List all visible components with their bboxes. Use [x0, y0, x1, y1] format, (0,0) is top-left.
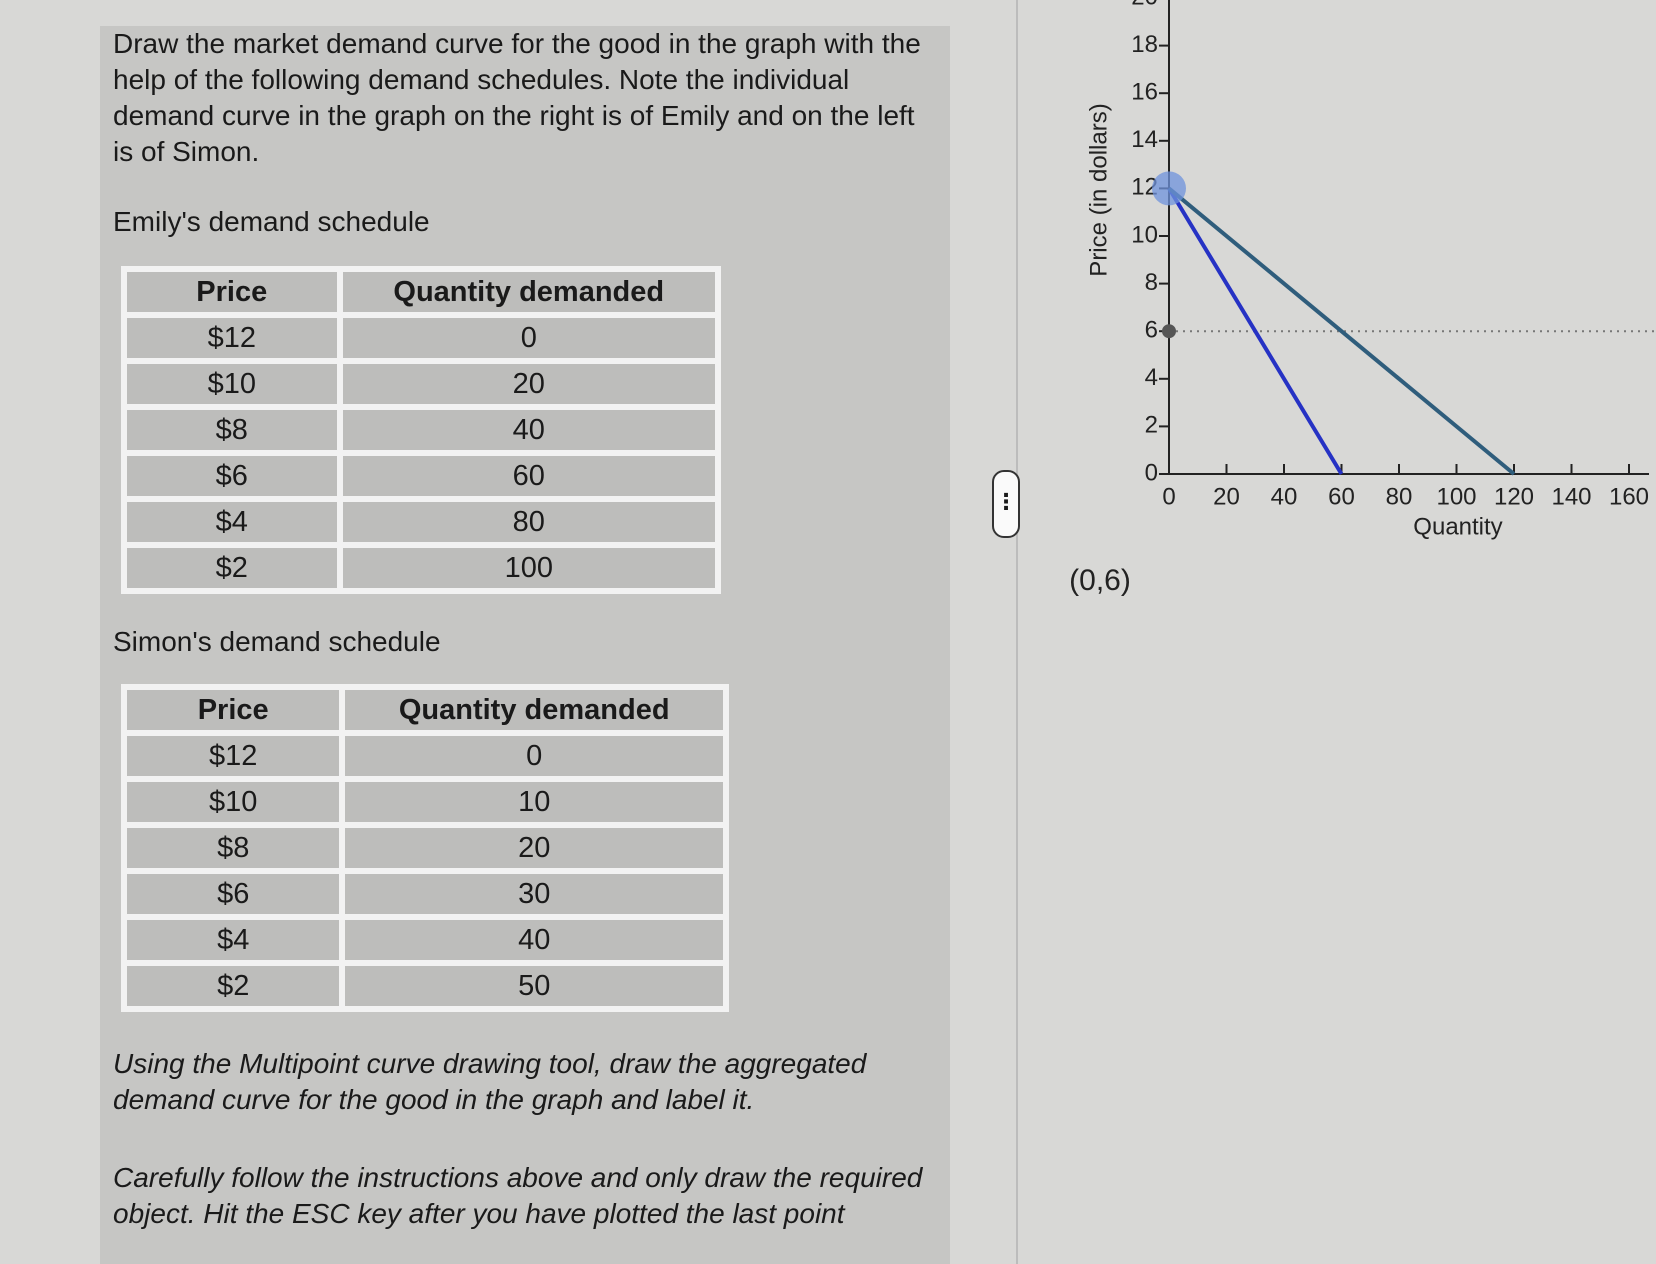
x-tick-label: 160: [1609, 483, 1649, 510]
demand-line: [1167, 187, 1344, 476]
instruction-text: Using the Multipoint curve drawing tool,…: [113, 1048, 867, 1115]
table-row: $10 20: [127, 364, 715, 404]
graph[interactable]: 02468101214161820020406080100120140160Qu…: [1020, 0, 1656, 620]
y-tick-label: 0: [1145, 459, 1158, 486]
question-panel: [100, 26, 950, 1264]
y-tick-label: 4: [1145, 364, 1158, 391]
table-cell: $12: [127, 318, 337, 358]
x-tick-label: 0: [1162, 483, 1175, 510]
simon-table: Price Quantity demanded $12 0 $10 10 $8 20 $6 30 $…: [121, 684, 729, 1012]
table-row: $6 60: [127, 456, 715, 496]
table-cell: $4: [127, 502, 337, 542]
table-cell: $2: [127, 548, 337, 588]
resize-handle[interactable]: ⋮: [992, 470, 1020, 538]
y-tick-label: 10: [1131, 221, 1158, 248]
emily-table: Price Quantity demanded $12 0 $10 20 $8 40 $6 60 $…: [121, 266, 721, 594]
table-cell: 60: [342, 456, 715, 496]
y-tick-label: 20: [1131, 0, 1158, 10]
table-row: $12 0: [127, 736, 723, 776]
table-cell: $6: [127, 456, 337, 496]
simon-heading: Simon's demand schedule: [113, 626, 441, 657]
table-cell: 40: [345, 920, 723, 960]
table-cell: 100: [342, 548, 715, 588]
table-cell: 40: [342, 410, 715, 450]
table-cell: 80: [342, 502, 715, 542]
y-tick-label: 16: [1131, 79, 1158, 106]
table-cell: $10: [127, 364, 337, 404]
table-cell: 50: [345, 966, 723, 1006]
table-row: $4 80: [127, 502, 715, 542]
table-cell: 30: [345, 874, 723, 914]
x-tick-label: 100: [1436, 483, 1476, 510]
table-cell: $8: [127, 828, 340, 868]
header-cell: Quantity demanded: [345, 690, 723, 730]
table-row: $8 20: [127, 828, 723, 868]
table-cell: 0: [345, 736, 723, 776]
table-cell: 0: [342, 318, 715, 358]
x-tick-label: 20: [1213, 483, 1240, 510]
table-cell: $10: [127, 782, 340, 822]
table-row: $10 10: [127, 782, 723, 822]
y-tick-label: 2: [1145, 412, 1158, 439]
table-cell: $2: [127, 966, 340, 1006]
table-row: $6 30: [127, 874, 723, 914]
table-row: $4 40: [127, 920, 723, 960]
header-cell: Price: [127, 690, 340, 730]
note-text: Carefully follow the instructions above …: [113, 1162, 923, 1229]
divider: [1016, 0, 1018, 1264]
table-cell: $6: [127, 874, 340, 914]
demand-line: [1167, 186, 1516, 476]
table-row: $12 0: [127, 318, 715, 358]
header-row: Price Quantity demanded: [127, 690, 723, 730]
table-cell: $12: [127, 736, 340, 776]
table-row: $8 40: [127, 410, 715, 450]
table-row: $2 50: [127, 966, 723, 1006]
x-axis-label: Quantity: [1413, 513, 1502, 540]
y-tick-label: 14: [1131, 126, 1158, 153]
y-tick-label: 8: [1145, 269, 1158, 296]
point-marker: [1162, 324, 1176, 339]
table-cell: $4: [127, 920, 340, 960]
x-tick-label: 60: [1328, 483, 1355, 510]
intro-text: Draw the market demand curve for the goo…: [113, 28, 921, 167]
table-cell: $8: [127, 410, 337, 450]
y-tick-label: 6: [1145, 317, 1158, 344]
header-row: Price Quantity demanded: [127, 272, 715, 312]
table-cell: 20: [345, 828, 723, 868]
table-cell: 10: [345, 782, 723, 822]
header-cell: Quantity demanded: [342, 272, 715, 312]
y-axis-label: Price (in dollars): [1085, 103, 1112, 276]
x-tick-label: 140: [1551, 483, 1591, 510]
table-cell: 20: [342, 364, 715, 404]
table-row: $2 100: [127, 548, 715, 588]
x-tick-label: 120: [1494, 483, 1534, 510]
x-tick-label: 80: [1386, 483, 1413, 510]
point-label: (0,6): [1069, 564, 1131, 597]
header-cell: Price: [127, 272, 337, 312]
x-tick-label: 40: [1271, 483, 1298, 510]
y-tick-label: 18: [1131, 31, 1158, 58]
emily-heading: Emily's demand schedule: [113, 206, 430, 237]
selected-point: [1152, 171, 1186, 206]
